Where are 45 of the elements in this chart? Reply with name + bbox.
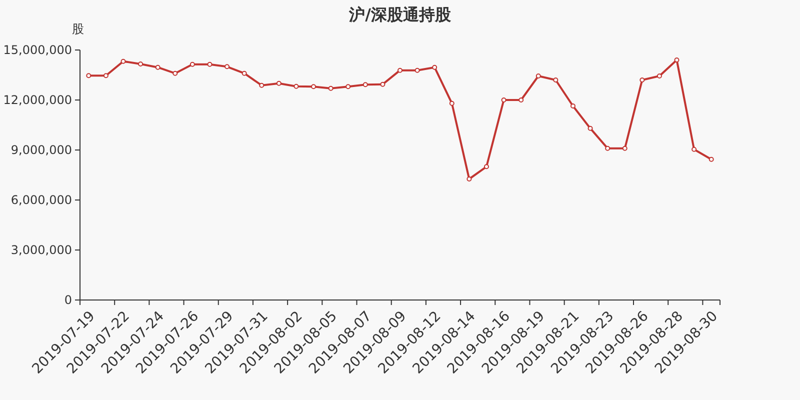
point (449, 100, 454, 106)
point (172, 70, 178, 76)
point (346, 84, 351, 90)
point (242, 70, 247, 76)
point (466, 176, 472, 182)
point (432, 64, 438, 70)
point (103, 73, 108, 78)
y-tick-label: 15,000,000 (3, 43, 72, 57)
point (155, 64, 160, 70)
point (328, 86, 334, 91)
point (588, 126, 593, 131)
point (692, 146, 697, 152)
y-tick-label: 0 (64, 293, 72, 307)
point (708, 156, 714, 162)
chart-title: 沪/深股通持股 (348, 5, 452, 24)
point (656, 74, 662, 78)
point (276, 80, 282, 86)
point (259, 82, 264, 88)
point (311, 84, 316, 90)
y-tick-label: 6,000,000 (10, 193, 72, 207)
point (553, 78, 558, 82)
point (640, 78, 645, 82)
point (190, 62, 195, 67)
point (224, 64, 230, 70)
point (536, 74, 541, 78)
point (120, 58, 126, 64)
point (398, 68, 402, 73)
point (622, 146, 628, 151)
point (138, 62, 144, 66)
point (570, 104, 576, 108)
y-tick-label: 9,000,000 (10, 143, 72, 157)
point (501, 98, 506, 102)
point (380, 82, 386, 87)
point (207, 62, 212, 67)
point (518, 98, 524, 102)
y-tick-label: 3,000,000 (10, 243, 72, 257)
point (294, 84, 299, 89)
point (362, 82, 368, 88)
point (605, 146, 610, 151)
y-axis-title: 股 (72, 22, 84, 36)
y-tick-label: 12,000,000 (3, 93, 72, 107)
point (414, 68, 420, 73)
point (484, 164, 489, 170)
point (86, 73, 92, 78)
point (674, 58, 680, 62)
